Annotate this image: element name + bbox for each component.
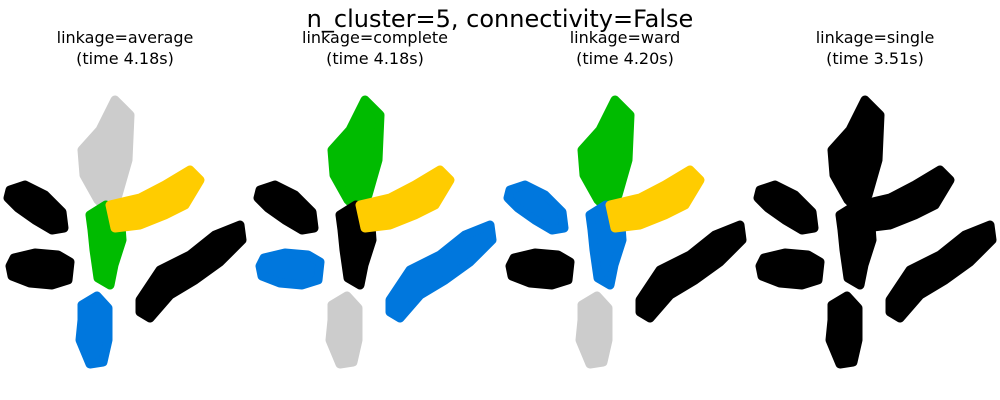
cluster-left-mid-blob: [10, 253, 70, 285]
cluster-right-arm: [890, 225, 992, 318]
subplot-title-linkage: linkage=average: [57, 28, 194, 47]
cluster-top-arm: [332, 100, 380, 210]
cluster-top-arm: [82, 100, 130, 210]
subplot-title-time: (time 4.20s): [576, 49, 674, 68]
scatter-panel: linkage=ward (time 4.20s): [508, 28, 742, 364]
cluster-left-mid-blob: [510, 253, 570, 285]
cluster-left-mid-blob: [260, 253, 320, 285]
cluster-left-top-blob: [8, 185, 64, 230]
cluster-bottom-blob: [580, 296, 608, 364]
scatter-panel: linkage=average (time 4.18s): [8, 28, 242, 364]
cluster-top-arm: [832, 100, 880, 210]
subplot-title-linkage: linkage=single: [816, 28, 935, 47]
scatter-panel: linkage=single (time 3.51s): [758, 28, 992, 364]
subplot-title-time: (time 3.51s): [826, 49, 924, 68]
subplot-title-time: (time 4.18s): [326, 49, 424, 68]
cluster-top-arm: [582, 100, 630, 210]
cluster-left-top-blob: [508, 185, 564, 230]
cluster-bottom-blob: [830, 296, 858, 364]
subplot-title-linkage: linkage=ward: [570, 28, 681, 47]
cluster-right-arm: [390, 225, 492, 318]
scatter-panel: linkage=complete (time 4.18s): [258, 28, 492, 364]
cluster-left-mid-blob: [760, 253, 820, 285]
cluster-left-top-blob: [758, 185, 814, 230]
cluster-right-arm: [140, 225, 242, 318]
subplot-title-linkage: linkage=complete: [302, 28, 448, 47]
cluster-bottom-blob: [80, 296, 108, 364]
cluster-left-top-blob: [258, 185, 314, 230]
cluster-right-arm: [640, 225, 742, 318]
subplot-title-time: (time 4.18s): [76, 49, 174, 68]
cluster-bottom-blob: [330, 296, 358, 364]
subplot-grid: linkage=average(time 4.18s)linkage=compl…: [8, 28, 992, 364]
